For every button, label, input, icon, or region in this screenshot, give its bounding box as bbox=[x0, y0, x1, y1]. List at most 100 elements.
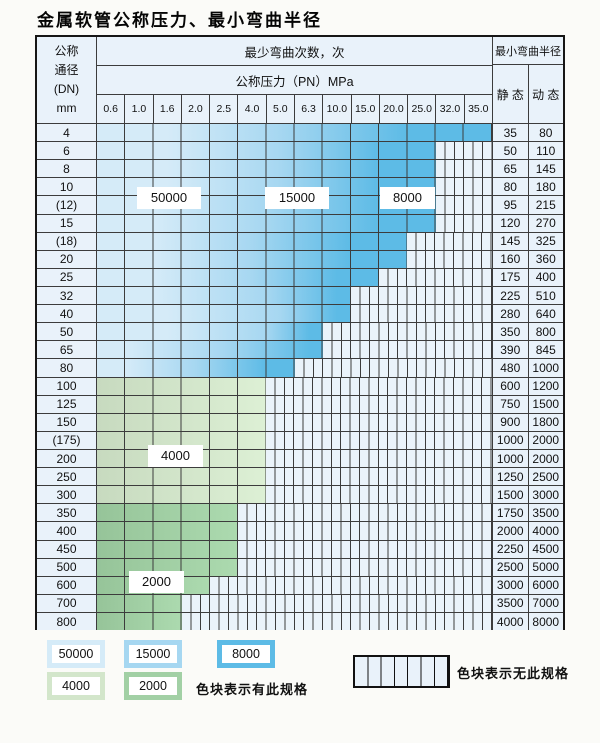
legend-has-spec-text: 色块表示有此规格 bbox=[196, 682, 309, 697]
cycles-region bbox=[97, 522, 239, 540]
table-row: 300 1500 3000 bbox=[37, 486, 563, 505]
static-radius-value: 2500 bbox=[492, 558, 528, 576]
pressure-area bbox=[97, 142, 492, 160]
pressure-col-header: 20.0 bbox=[378, 95, 407, 123]
pressure-area bbox=[97, 486, 492, 504]
static-radius-value: 3500 bbox=[492, 594, 528, 612]
dn-cell: (18) bbox=[37, 232, 97, 250]
legend-swatch-15000: 15000 bbox=[124, 640, 182, 668]
pressure-area bbox=[97, 395, 492, 413]
legend-swatch-label: 4000 bbox=[52, 677, 100, 695]
no-spec-region bbox=[181, 612, 492, 631]
dynamic-radius-value: 640 bbox=[527, 305, 563, 323]
header-right: 最小弯曲半径 静 态 动 态 bbox=[492, 37, 563, 123]
dynamic-radius-value: 2500 bbox=[527, 468, 563, 486]
cycles-region bbox=[97, 612, 182, 631]
pressure-col-header: 32.0 bbox=[435, 95, 463, 123]
dn-cell: 65 bbox=[37, 341, 97, 359]
table-row: 80 480 1000 bbox=[37, 359, 563, 378]
dn-cell: 800 bbox=[37, 612, 97, 631]
static-radius-value: 350 bbox=[492, 323, 528, 341]
table-row: 15 120 270 bbox=[37, 214, 563, 233]
dn-cell: (12) bbox=[37, 196, 97, 214]
table-row: 125 750 1500 bbox=[37, 395, 563, 414]
header-dn-cell: 公称 通径 (DN) mm bbox=[37, 37, 97, 123]
static-radius-value: 600 bbox=[492, 377, 528, 395]
cycles-region bbox=[97, 341, 323, 359]
no-spec-region bbox=[435, 178, 492, 196]
table-row: 150 900 1800 bbox=[37, 413, 563, 432]
no-spec-region bbox=[322, 341, 492, 359]
dynamic-radius-value: 270 bbox=[527, 214, 563, 232]
cycles-region bbox=[97, 232, 408, 250]
dynamic-radius-value: 145 bbox=[527, 160, 563, 178]
table-row: (18) 145 325 bbox=[37, 232, 563, 251]
legend-swatch-2000: 2000 bbox=[124, 672, 182, 700]
static-radius-value: 2250 bbox=[492, 540, 528, 558]
dynamic-radius-value: 3500 bbox=[527, 504, 563, 522]
table-row: 20 160 360 bbox=[37, 250, 563, 269]
table-row: 4 35 80 bbox=[37, 124, 563, 143]
static-radius-value: 35 bbox=[492, 124, 528, 142]
spec-table: 公称 通径 (DN) mm 最少弯曲次数，次 公称压力（PN）MPa 0.6 1.0 1.… bbox=[35, 35, 565, 631]
pressure-area bbox=[97, 214, 492, 232]
table-row: 40 280 640 bbox=[37, 305, 563, 324]
dynamic-radius-value: 7000 bbox=[527, 594, 563, 612]
dynamic-radius-value: 1200 bbox=[527, 377, 563, 395]
pressure-col-header: 5.0 bbox=[265, 95, 294, 123]
cycles-region bbox=[97, 431, 267, 449]
dn-cell: 125 bbox=[37, 395, 97, 413]
dn-cell: 4 bbox=[37, 124, 97, 142]
legend-swatch-label: 8000 bbox=[222, 645, 270, 663]
cycles-region bbox=[97, 468, 267, 486]
no-spec-region bbox=[266, 377, 492, 395]
dynamic-radius-value: 4000 bbox=[527, 522, 563, 540]
static-radius-value: 95 bbox=[492, 196, 528, 214]
dynamic-radius-value: 6000 bbox=[527, 576, 563, 594]
dn-cell: 500 bbox=[37, 558, 97, 576]
header-pressure-label: 公称压力（PN）MPa bbox=[97, 66, 492, 95]
dynamic-radius-value: 510 bbox=[527, 286, 563, 305]
legend-swatch-8000: 8000 bbox=[217, 640, 275, 668]
no-spec-region bbox=[266, 449, 492, 468]
table-row: 100 600 1200 bbox=[37, 377, 563, 396]
dynamic-radius-value: 80 bbox=[527, 124, 563, 142]
static-radius-value: 80 bbox=[492, 178, 528, 196]
table-row: 6 50 110 bbox=[37, 142, 563, 161]
dn-cell: 40 bbox=[37, 305, 97, 323]
cycles-region bbox=[97, 413, 267, 431]
pressure-area bbox=[97, 431, 492, 449]
no-spec-region bbox=[266, 468, 492, 486]
pressure-area bbox=[97, 124, 492, 142]
pressure-area bbox=[97, 576, 492, 594]
cycles-region bbox=[97, 377, 267, 395]
pressure-area bbox=[97, 594, 492, 612]
static-radius-value: 1750 bbox=[492, 504, 528, 522]
table-row: 350 1750 3500 bbox=[37, 504, 563, 523]
cycles-region bbox=[97, 160, 436, 178]
dn-cell: 250 bbox=[37, 468, 97, 486]
table-row: 700 3500 7000 bbox=[37, 594, 563, 613]
dynamic-radius-value: 3000 bbox=[527, 486, 563, 504]
no-spec-region bbox=[435, 142, 492, 160]
no-spec-region bbox=[181, 594, 492, 612]
header-dynamic-label: 动 态 bbox=[527, 65, 564, 123]
cycles-region bbox=[97, 142, 436, 160]
no-spec-region bbox=[435, 160, 492, 178]
pressure-col-header: 15.0 bbox=[350, 95, 379, 123]
pressure-col-header: 1.6 bbox=[152, 95, 181, 123]
dn-cell: 32 bbox=[37, 286, 97, 305]
table-row: 8 65 145 bbox=[37, 160, 563, 179]
static-radius-value: 225 bbox=[492, 286, 528, 305]
dn-cell: (175) bbox=[37, 431, 97, 449]
static-radius-value: 390 bbox=[492, 341, 528, 359]
legend-swatch-label: 2000 bbox=[129, 677, 177, 695]
no-spec-region bbox=[266, 486, 492, 504]
static-radius-value: 280 bbox=[492, 305, 528, 323]
dynamic-radius-value: 110 bbox=[527, 142, 563, 160]
no-spec-region bbox=[238, 558, 492, 576]
table-row: 25 175 400 bbox=[37, 268, 563, 287]
header-static-label: 静 态 bbox=[496, 87, 524, 102]
static-radius-value: 1000 bbox=[492, 431, 528, 449]
cycles-region bbox=[97, 286, 351, 305]
